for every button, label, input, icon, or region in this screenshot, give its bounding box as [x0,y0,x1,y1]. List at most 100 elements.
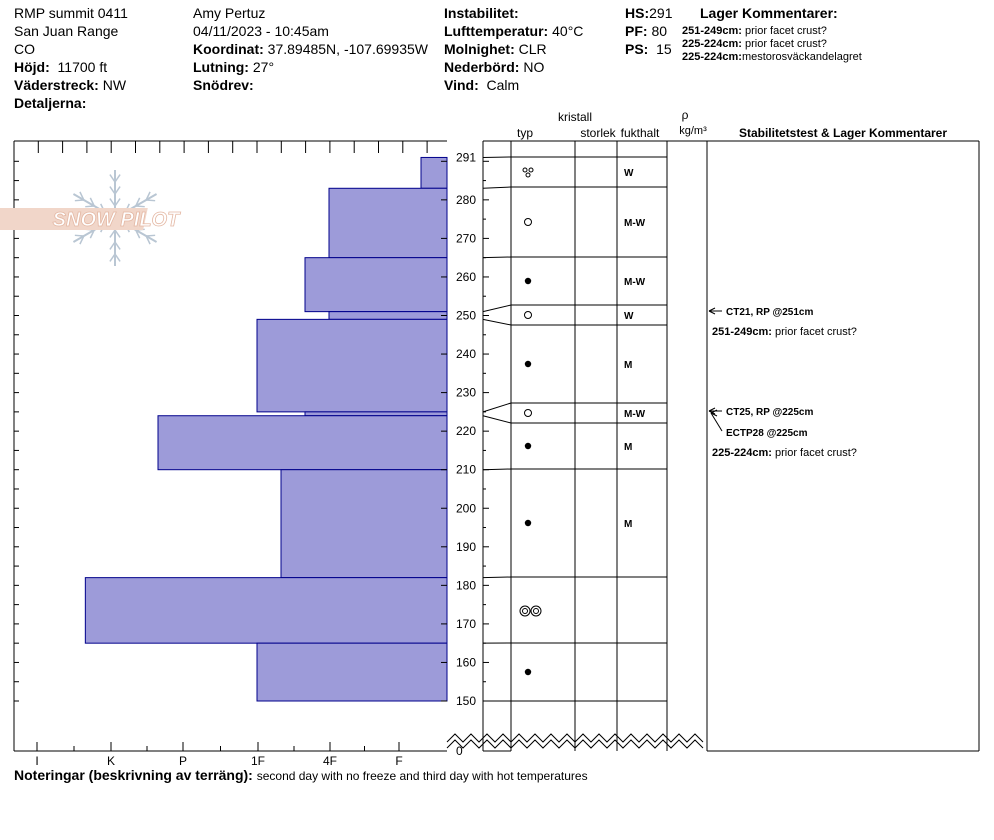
column-header-rho: ρ [682,108,689,122]
depth-tick-label: 170 [456,617,476,631]
column-header-fukthalt: fukthalt [621,126,660,140]
layer-comment-text: prior facet crust? [772,447,857,459]
layer-connector-line [482,318,512,326]
chart-labels: I K P 1F 4F F 150 160 170 180 190 200 210 220 230 240 25… [35,108,947,768]
hs-label: HS: [625,5,650,21]
hardness-tick-label: 4F [323,754,337,768]
hardness-bar [304,411,448,417]
grain-symbol-filled-circle [524,360,532,368]
snowflake-branch [114,253,121,262]
depth-tick-label: 150 [456,694,476,708]
hardness-bar [304,257,448,313]
pf-row: PF: 80 [625,22,667,40]
grain-circle [528,167,534,173]
grain-symbol-clustered-rounded-grains [522,167,534,178]
grain-circle [522,608,528,614]
instability-row: Instabilitet: [444,4,519,22]
layer-connector-line [482,186,512,189]
grain-dot [524,668,532,676]
layer-connector-line [482,576,512,579]
snowflake-branch [146,199,156,202]
stability-test-label: ECTP28 @225cm [726,428,808,439]
depth-break-zigzag-2 [446,739,704,749]
notes-text: second day with no freeze and third day … [256,769,588,783]
notes-label: Noteringar (beskrivning av terräng): [14,767,253,783]
depth-tick-label: 280 [456,193,476,207]
moisture-label: M-W [624,218,646,229]
depth-tick-label: 180 [456,578,476,592]
grain-dot [524,360,532,368]
snowflake-branch [114,229,121,238]
snowflake-branch [109,229,116,238]
hardness-bar [256,318,448,413]
snowflake-branch [89,197,95,207]
coordinates-label: Koordinat: [193,41,264,57]
layer-connector-line [482,415,512,424]
depth-top-label: 291 [456,150,476,164]
snowflake-branch [114,198,121,207]
sky-label: Molnighet: [444,41,515,57]
hardness-tick-label: K [107,754,115,768]
moisture-label: M-W [624,409,646,420]
grain-circle [524,311,532,319]
snowflake-branch [114,186,121,195]
coordinates-row: Koordinat: 37.89485N, -107.69935W [193,40,428,58]
hardness-tick-label: I [35,754,38,768]
notes-row: Noteringar (beskrivning av terräng): sec… [14,767,588,783]
depth-tick-label: 220 [456,424,476,438]
moisture-label: W [624,311,634,322]
airtemp-value: 40°C [552,23,584,39]
observer-name: Amy Pertuz [193,5,266,21]
instability-label: Instabilitet: [444,5,519,21]
stability-test-label: CT21, RP @251cm [726,307,813,318]
pf-value: 80 [651,23,668,39]
snowflake-branch [135,205,145,208]
grain-symbol-filled-circle [524,668,532,676]
snowflake-branch [79,191,85,201]
snowflake-branch [109,186,116,195]
depth-tick-label: 200 [456,501,476,515]
aspect-label: Väderstreck: [14,77,99,93]
layer-connector-line [482,402,512,413]
grain-dot [524,277,532,285]
hardness-tick-label: P [179,754,187,768]
column-header-rho-unit: kg/m³ [679,125,707,137]
ps-label: PS: [625,41,649,57]
snowflake-branch [109,198,116,207]
snowflake-branch [135,229,141,239]
grain-symbol-open-circle [524,311,532,319]
test-arrow-head [708,307,716,315]
depth-tick-label: 160 [456,655,476,669]
aspect-row: Väderstreck: NW [14,76,126,94]
sky-row: Molnighet: CLR [444,40,547,58]
precip-value: NO [523,59,545,75]
ps-row: PS: 15 [625,40,672,58]
precip-row: Nederbörd: NO [444,58,544,76]
snowflake-branch [109,241,116,250]
layer-comment-inline: 225-224cm: prior facet crust? [712,447,857,459]
depth-break-zigzag-1 [446,733,704,743]
grain-dot [524,519,532,527]
depth-zero-label: 0 [456,744,463,758]
layer-comment-text: mestorosväckandelagret [741,51,862,63]
snowflake-branch [109,253,116,262]
aspect-value: NW [102,77,127,93]
column-header-storlek: storlek [580,126,616,140]
layer-comment-text: prior facet crust? [745,25,827,37]
grain-circle [524,409,532,417]
grain-symbol-open-circle [524,409,532,417]
layer-comment-text: prior facet crust? [745,38,827,50]
depth-tick-label: 260 [456,270,476,284]
depth-tick-label: 250 [456,309,476,323]
layer-comment-range: 225-224cm: [682,38,742,50]
hardness-bar [157,415,448,471]
sky-value: CLR [518,41,547,57]
hs-row: HS:291 [625,4,672,22]
grain-circle [519,605,531,617]
grain-symbol-filled-circle [524,519,532,527]
slope-value: 27° [252,59,275,75]
hardness-tick-label: F [395,754,402,768]
snowflake-branch [145,235,151,245]
layer-comment-3: 225-224cm:mestorosväckandelagret [682,51,862,64]
snowflake-branch [145,191,151,201]
